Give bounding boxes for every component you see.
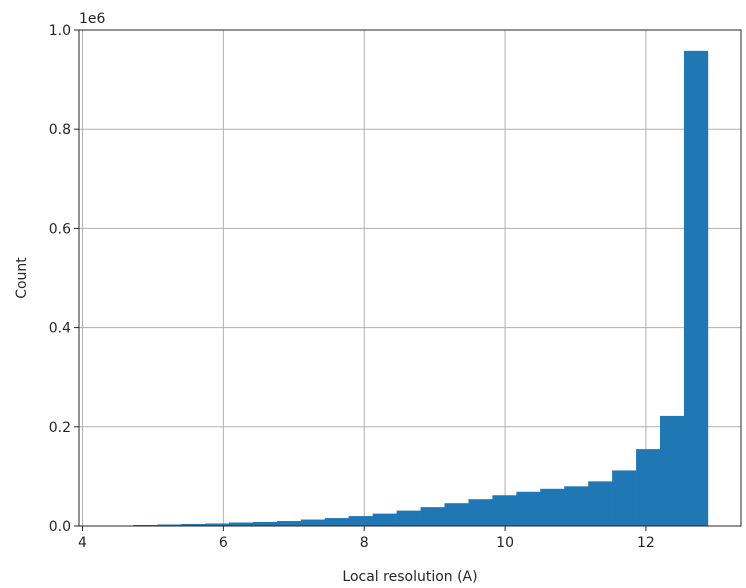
histogram-bar — [252, 522, 278, 526]
histogram-bar — [205, 523, 230, 526]
histogram-bar — [300, 519, 326, 526]
x-tick-label: 4 — [78, 535, 87, 551]
y-tick-label: 0.4 — [49, 321, 71, 337]
y-tick-label: 0.2 — [49, 420, 71, 436]
histogram-bar — [492, 495, 517, 526]
y-tick-label: 0.8 — [49, 122, 71, 138]
histogram-bar — [372, 513, 397, 526]
histogram-bar — [516, 491, 541, 526]
y-axis-label: Count — [14, 257, 30, 299]
y-tick-label: 0.6 — [49, 221, 71, 237]
x-axis-label: Local resolution (A) — [342, 569, 477, 585]
histogram-bar — [229, 522, 254, 526]
x-tick-label: 12 — [637, 535, 655, 551]
histogram-bar — [444, 503, 469, 526]
histogram-bar — [396, 510, 421, 526]
x-tick-label: 8 — [360, 535, 369, 551]
histogram-bar — [588, 481, 613, 526]
histogram-bar — [612, 470, 637, 526]
histogram-bar — [420, 507, 445, 526]
bars — [133, 50, 709, 526]
y-offset-label: 1e6 — [79, 11, 106, 27]
histogram-bar — [564, 486, 589, 526]
x-tick-label: 6 — [219, 535, 228, 551]
histogram-bar — [660, 415, 685, 526]
histogram-bar — [324, 518, 350, 526]
histogram-bar — [683, 50, 709, 526]
y-tick-label: 0.0 — [49, 519, 71, 535]
ticks: 4 6 8 10 12 0.0 0.2 0.4 0.6 0.8 1.0 — [49, 23, 655, 551]
histogram-bar — [348, 516, 373, 526]
y-tick-label: 1.0 — [49, 23, 71, 39]
histogram-bar — [181, 524, 206, 526]
histogram-bar — [540, 488, 565, 526]
histogram-bar — [276, 521, 302, 526]
histogram-bar — [157, 524, 182, 526]
plot-frame — [78, 29, 742, 527]
histogram-bar — [636, 449, 661, 526]
histogram-bar — [468, 499, 493, 526]
x-tick-label: 10 — [496, 535, 514, 551]
